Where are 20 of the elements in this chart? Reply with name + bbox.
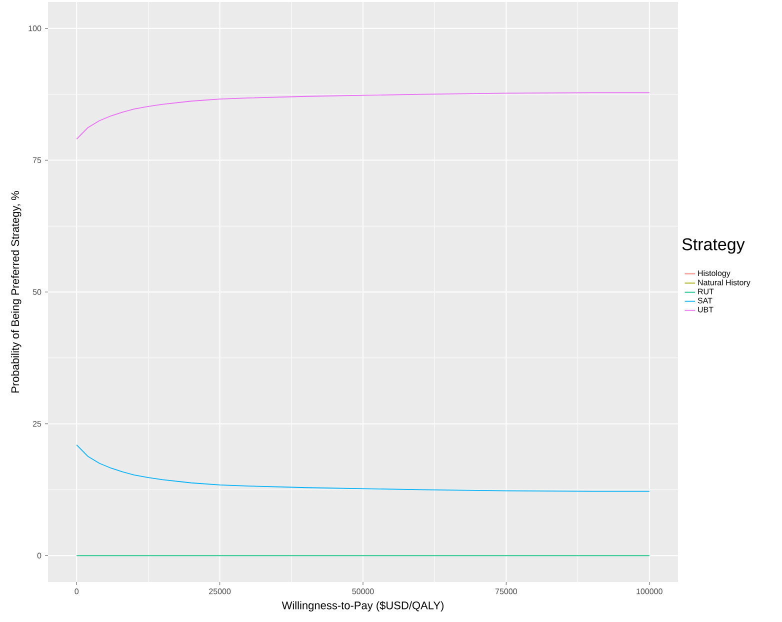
y-tick-label: 75 (32, 157, 42, 163)
x-tick-label: 0 (74, 588, 79, 594)
line-series (76, 444, 650, 492)
legend-label: RUT (698, 288, 714, 294)
x-tick-label: 100000 (636, 588, 662, 594)
legend-label: SAT (698, 298, 712, 304)
x-axis-title: Willingness-to-Pay ($USD/QALY) (282, 601, 444, 612)
x-tick-label: 75000 (495, 588, 517, 594)
line-series (76, 92, 650, 140)
x-tick-label: 25000 (209, 588, 231, 594)
legend-label: Histology (698, 270, 730, 278)
y-tick-label: 0 (37, 552, 42, 558)
y-axis-title: Probability of Being Preferred Strategy, % (11, 191, 22, 392)
legend-title: Strategy (682, 238, 745, 254)
x-tick-label: 50000 (352, 588, 374, 594)
y-tick-label: 50 (32, 289, 42, 295)
y-tick-label: 100 (28, 26, 42, 32)
legend-label: Natural History (698, 279, 750, 287)
y-tick-label: 25 (32, 420, 42, 427)
legend-label: UBT (698, 306, 714, 312)
